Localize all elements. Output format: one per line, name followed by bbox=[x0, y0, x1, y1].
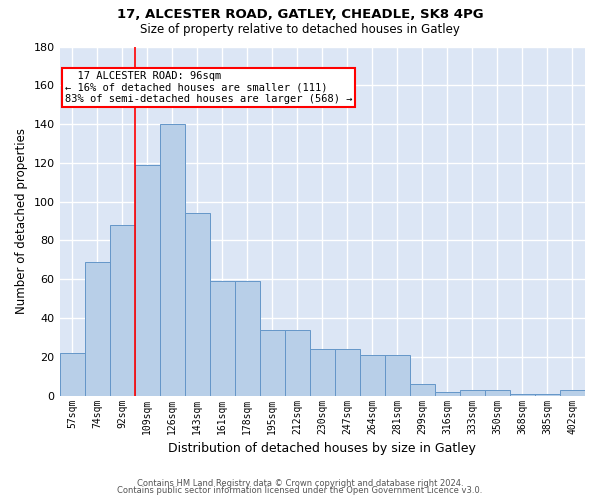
Bar bbox=[310, 349, 335, 396]
Text: Contains HM Land Registry data © Crown copyright and database right 2024.: Contains HM Land Registry data © Crown c… bbox=[137, 478, 463, 488]
Bar bbox=[335, 349, 360, 396]
Bar bbox=[160, 124, 185, 396]
Bar bbox=[460, 390, 485, 396]
Bar bbox=[560, 390, 585, 396]
Bar bbox=[485, 390, 510, 396]
Bar bbox=[59, 353, 85, 396]
Bar bbox=[260, 330, 285, 396]
Bar bbox=[209, 281, 235, 396]
Bar bbox=[185, 214, 209, 396]
Bar bbox=[385, 355, 410, 396]
Y-axis label: Number of detached properties: Number of detached properties bbox=[15, 128, 28, 314]
Text: 17, ALCESTER ROAD, GATLEY, CHEADLE, SK8 4PG: 17, ALCESTER ROAD, GATLEY, CHEADLE, SK8 … bbox=[116, 8, 484, 20]
Bar bbox=[235, 281, 260, 396]
Bar bbox=[285, 330, 310, 396]
X-axis label: Distribution of detached houses by size in Gatley: Distribution of detached houses by size … bbox=[169, 442, 476, 455]
Bar bbox=[85, 262, 110, 396]
Bar bbox=[110, 225, 134, 396]
Text: Size of property relative to detached houses in Gatley: Size of property relative to detached ho… bbox=[140, 22, 460, 36]
Bar bbox=[360, 355, 385, 396]
Bar bbox=[535, 394, 560, 396]
Bar bbox=[410, 384, 435, 396]
Bar bbox=[510, 394, 535, 396]
Bar bbox=[435, 392, 460, 396]
Text: Contains public sector information licensed under the Open Government Licence v3: Contains public sector information licen… bbox=[118, 486, 482, 495]
Bar bbox=[134, 165, 160, 396]
Text: 17 ALCESTER ROAD: 96sqm
← 16% of detached houses are smaller (111)
83% of semi-d: 17 ALCESTER ROAD: 96sqm ← 16% of detache… bbox=[65, 71, 352, 104]
